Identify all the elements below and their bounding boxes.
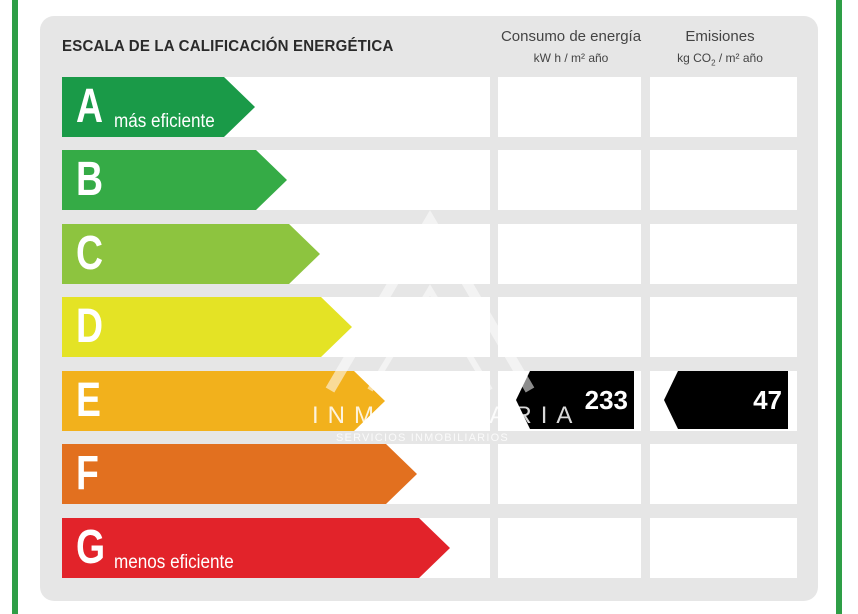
watermark-tagline: SERVICIOS INMOBILIARIOS — [336, 432, 509, 444]
emissions-cell — [650, 444, 797, 504]
consumption-column-header: Consumo de energía kW h / m² año — [498, 28, 644, 66]
rating-letter: G — [76, 521, 106, 574]
consumption-cell — [498, 297, 641, 357]
rating-row-f: F — [0, 444, 858, 504]
rating-letter: F — [76, 447, 99, 500]
rating-row-d: D — [0, 297, 858, 357]
rating-letter: B — [76, 153, 104, 206]
emissions-unit-suffix: / m² año — [715, 51, 763, 65]
emissions-cell — [650, 224, 797, 284]
consumption-cell — [498, 518, 641, 578]
rating-letter: D — [76, 300, 104, 353]
emissions-value-tag: 47 — [664, 371, 788, 429]
emissions-unit-subscript: 2 — [711, 58, 716, 68]
consumption-cell — [498, 224, 641, 284]
rating-row-c: C — [0, 224, 858, 284]
consumption-unit: kW h / m² año — [533, 51, 609, 65]
consumption-title: Consumo de energía — [500, 28, 642, 45]
emissions-cell — [650, 150, 797, 210]
consumption-cell — [498, 150, 641, 210]
rating-arrow-c: C — [62, 224, 320, 284]
rating-letter: E — [76, 374, 101, 427]
emissions-unit-prefix: kg CO — [677, 51, 712, 65]
rating-letter: C — [76, 227, 104, 280]
rating-row-b: B — [0, 150, 858, 210]
consumption-cell — [498, 77, 641, 137]
rating-caption: más eficiente — [114, 111, 215, 132]
watermark-name: INMOBILIARIA — [312, 402, 582, 429]
label-title: ESCALA DE LA CALIFICACIÓN ENERGÉTICA — [62, 38, 394, 55]
consumption-value-tag: 233 — [516, 371, 634, 429]
rating-arrow-b: B — [62, 150, 287, 210]
emissions-cell — [650, 77, 797, 137]
rating-arrow-f: F — [62, 444, 417, 504]
emissions-title: Emisiones — [685, 28, 755, 45]
consumption-cell — [498, 444, 641, 504]
emissions-cell — [650, 297, 797, 357]
rating-letter: A — [76, 80, 104, 133]
rating-arrow-d: D — [62, 297, 352, 357]
rating-caption: menos eficiente — [114, 552, 234, 573]
emissions-cell — [650, 518, 797, 578]
emissions-column-header: Emisiones kg CO2 / m² año — [650, 28, 790, 71]
emissions-unit: kg CO2 / m² año — [650, 50, 790, 71]
green-frame-border — [12, 0, 842, 614]
